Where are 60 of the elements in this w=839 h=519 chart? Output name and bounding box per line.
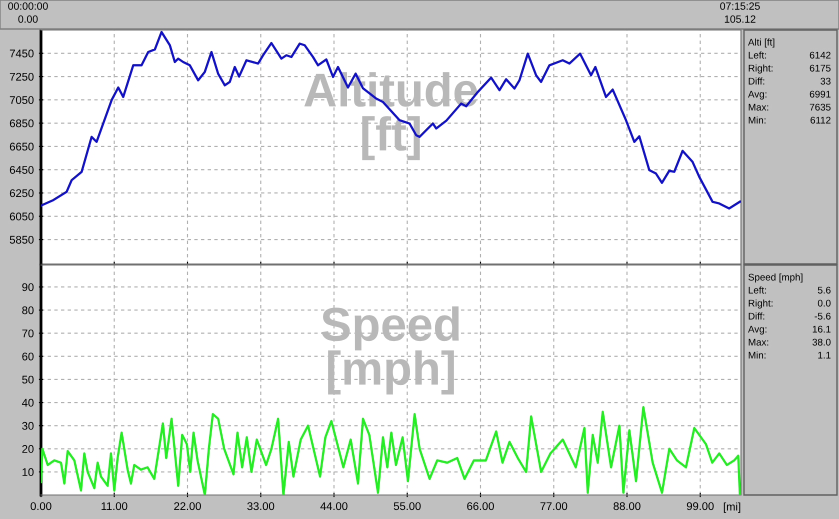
text: 0.0 <box>818 300 831 307</box>
text: Diff: <box>748 77 764 85</box>
text: Avg: <box>748 326 766 335</box>
text: Left: <box>748 286 766 294</box>
text: Diff: <box>748 312 764 320</box>
text: 5.6 <box>818 286 831 294</box>
text: Speed [mph] <box>322 306 459 394</box>
y-tick-label: 50 <box>22 376 34 384</box>
y-tick-label: 6650 <box>10 142 34 151</box>
x-tick-label: 0.00 <box>30 502 52 510</box>
y-tick-label: 60 <box>22 352 34 360</box>
x-tick-label: 55.00 <box>394 502 421 510</box>
text: 07:15:25 <box>720 2 760 10</box>
x-tick-label: 88.00 <box>614 502 640 510</box>
y-tick-label: 40 <box>22 398 34 407</box>
text: 33 <box>820 78 831 85</box>
y-tick-label: 7450 <box>10 50 34 58</box>
y-tick-label: 20 <box>22 445 34 453</box>
text: 00:00:00 <box>8 2 48 10</box>
text: 6175 <box>810 64 831 72</box>
text: Speed [mph] <box>748 273 802 283</box>
text: 38.0 <box>812 338 831 346</box>
text: 6991 <box>810 90 831 98</box>
text: Left: <box>748 51 766 59</box>
text: 1.1 <box>818 352 831 359</box>
text: -5.6 <box>814 312 831 320</box>
x-tick-label: 99.00 <box>686 502 714 510</box>
y-tick-label: 7050 <box>10 96 34 104</box>
y-tick-label: 70 <box>22 329 34 338</box>
text: 6112 <box>810 116 831 124</box>
text: 105.12 <box>724 15 756 23</box>
y-tick-label: 7250 <box>10 72 34 81</box>
y-tick-label: 90 <box>22 283 34 292</box>
y-tick-label: 6850 <box>10 119 34 128</box>
y-tick-label: 80 <box>22 306 34 314</box>
y-tick-label: 5850 <box>10 236 34 244</box>
text: Max: <box>748 104 768 111</box>
text: Min: <box>748 351 766 359</box>
text: Alti [ft] <box>748 38 774 48</box>
x-tick-label: 44.00 <box>320 502 348 510</box>
text: 6142 <box>810 52 831 59</box>
text: Avg: <box>748 90 766 100</box>
text: Right: <box>748 299 773 309</box>
text: Min: <box>748 116 766 124</box>
y-tick-label: 10 <box>22 468 34 476</box>
text: Max: <box>748 338 768 346</box>
y-tick-label: 6250 <box>10 189 34 198</box>
y-tick-label: 6450 <box>10 166 34 174</box>
x-tick-label: 33.00 <box>247 502 274 510</box>
text: Right: <box>748 64 773 74</box>
x-tick-label: 22.00 <box>174 502 201 510</box>
x-tick-label: 66.00 <box>467 502 494 510</box>
text: 16.1 <box>812 326 831 333</box>
y-tick-label: 30 <box>22 422 34 430</box>
x-tick-label: 77.00 <box>540 502 568 510</box>
text: 0.00 <box>18 15 38 23</box>
x-axis-title: [mi] <box>724 502 740 513</box>
text: 7635 <box>810 104 831 111</box>
x-tick-label: 11.00 <box>102 502 128 510</box>
y-tick-label: 6050 <box>10 212 34 220</box>
